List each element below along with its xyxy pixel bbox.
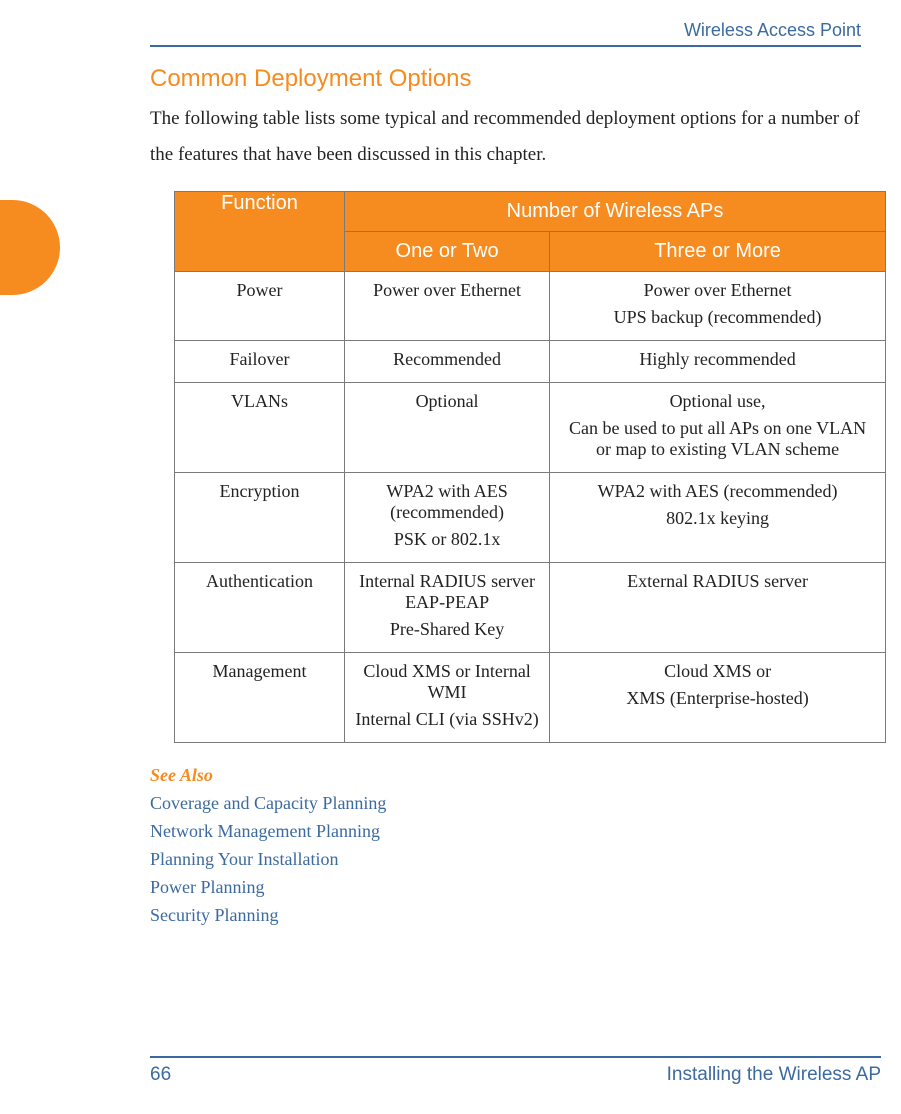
table-cell-function: Authentication: [175, 563, 345, 653]
table-cell-three-or-more: Highly recommended: [550, 341, 886, 383]
see-also-title: See Also: [150, 765, 861, 786]
table-cell-one-or-two: Cloud XMS or Internal WMI Internal CLI (v…: [345, 653, 550, 743]
cell-line: Pre-Shared Key: [355, 619, 539, 640]
cell-line: PSK or 802.1x: [355, 529, 539, 550]
table-cell-one-or-two: Recommended: [345, 341, 550, 383]
table-cell-one-or-two: Optional: [345, 383, 550, 473]
table-cell-three-or-more: Power over Ethernet UPS backup (recommend…: [550, 272, 886, 341]
cell-line: Optional use,: [560, 391, 875, 412]
table-cell-three-or-more: External RADIUS server: [550, 563, 886, 653]
table-cell-one-or-two: Power over Ethernet: [345, 272, 550, 341]
table-header-function: Function: [175, 192, 345, 272]
table-cell-function: Management: [175, 653, 345, 743]
cell-line: Cloud XMS or: [560, 661, 875, 682]
table-cell-three-or-more: WPA2 with AES (recommended) 802.1x keying: [550, 473, 886, 563]
table-row: EncryptionWPA2 with AES (recommended)PSK…: [175, 473, 886, 563]
see-also-section: See Also Coverage and Capacity PlanningN…: [150, 765, 861, 929]
cell-line: External RADIUS server: [560, 571, 875, 592]
table-row: AuthenticationInternal RADIUS server EAP…: [175, 563, 886, 653]
see-also-links: Coverage and Capacity PlanningNetwork Ma…: [150, 790, 861, 929]
side-tab: [0, 200, 60, 295]
cell-line: UPS backup (recommended): [560, 307, 875, 328]
cell-line: WPA2 with AES (recommended): [355, 481, 539, 523]
cell-line: Power over Ethernet: [355, 280, 539, 301]
table-row: VLANs Optional Optional use, Can be used to…: [175, 383, 886, 473]
table-cell-three-or-more: Optional use, Can be used to put all APs …: [550, 383, 886, 473]
cell-line: Recommended: [355, 349, 539, 370]
see-also-link[interactable]: Power Planning: [150, 874, 861, 902]
table-cell-function: Encryption: [175, 473, 345, 563]
intro-paragraph: The following table lists some typical a…: [150, 101, 861, 173]
page-footer: 66 Installing the Wireless AP: [150, 1056, 881, 1086]
table-header-one-or-two: One or Two: [345, 232, 550, 272]
table-header-three-or-more: Three or More: [550, 232, 886, 272]
chapter-name: Installing the Wireless AP: [667, 1064, 881, 1086]
table-body: PowerPower over EthernetPower over Ether…: [175, 272, 886, 743]
cell-line: Cloud XMS or Internal WMI: [355, 661, 539, 703]
cell-line: Highly recommended: [560, 349, 875, 370]
table-row: Failover Recommended Highly recommended: [175, 341, 886, 383]
table-cell-function: Failover: [175, 341, 345, 383]
see-also-link[interactable]: Planning Your Installation: [150, 846, 861, 874]
see-also-link[interactable]: Coverage and Capacity Planning: [150, 790, 861, 818]
table-cell-function: VLANs: [175, 383, 345, 473]
table-cell-one-or-two: Internal RADIUS server EAP-PEAP Pre-Share…: [345, 563, 550, 653]
cell-line: Internal RADIUS server EAP-PEAP: [355, 571, 539, 613]
table-row: ManagementCloud XMS or Internal WMI Inter…: [175, 653, 886, 743]
table-header-group: Number of Wireless APs: [345, 192, 886, 232]
deployment-table: Function Number of Wireless APs One or T…: [174, 191, 886, 743]
cell-line: Internal CLI (via SSHv2): [355, 709, 539, 730]
table-row: PowerPower over EthernetPower over Ether…: [175, 272, 886, 341]
cell-line: Optional: [355, 391, 539, 412]
cell-line: Can be used to put all APs on one VLAN o…: [560, 418, 875, 460]
cell-line: WPA2 with AES (recommended): [560, 481, 875, 502]
table-cell-function: Power: [175, 272, 345, 341]
table-cell-one-or-two: WPA2 with AES (recommended) PSK or 802.1x: [345, 473, 550, 563]
cell-line: Power over Ethernet: [560, 280, 875, 301]
cell-line: XMS (Enterprise-hosted): [560, 688, 875, 709]
page-content: Wireless Access Point Common Deployment …: [150, 20, 861, 930]
section-title: Common Deployment Options: [150, 65, 861, 93]
page-number: 66: [150, 1064, 171, 1086]
running-head: Wireless Access Point: [150, 20, 861, 47]
see-also-link[interactable]: Security Planning: [150, 902, 861, 930]
table-cell-three-or-more: Cloud XMS or XMS (Enterprise-hosted): [550, 653, 886, 743]
cell-line: 802.1x keying: [560, 508, 875, 529]
see-also-link[interactable]: Network Management Planning: [150, 818, 861, 846]
